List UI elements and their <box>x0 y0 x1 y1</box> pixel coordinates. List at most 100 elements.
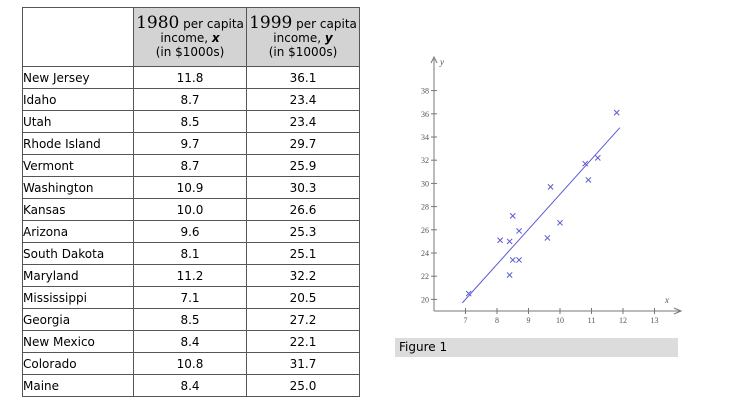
x-tick-label: 9 <box>527 316 531 325</box>
x-income-cell: 8.5 <box>133 110 247 133</box>
data-point <box>465 290 472 297</box>
state-cell: Maryland <box>22 264 134 287</box>
y-income-cell: 36.1 <box>246 66 360 89</box>
data-point <box>516 257 523 263</box>
y-income-cell: 22.1 <box>246 330 360 353</box>
y-tick-label: 36 <box>421 110 429 119</box>
x-tick-label: 12 <box>619 316 627 325</box>
y-income-cell: 25.0 <box>246 374 360 397</box>
x-tick-label: 7 <box>464 316 468 325</box>
table-row: Colorado 10.8 31.7 <box>22 352 360 375</box>
x-tick-label: 10 <box>556 316 564 325</box>
header-1980-income: 1980 per capita income, x (in $1000s) <box>133 7 247 67</box>
y-income-cell: 23.4 <box>246 110 360 133</box>
x-tick-label: 13 <box>651 316 659 325</box>
table-row: Idaho 8.7 23.4 <box>22 88 360 111</box>
state-cell: Colorado <box>22 352 134 375</box>
table-row: Vermont 8.7 25.9 <box>22 154 360 177</box>
x-tick-label: 11 <box>588 316 596 325</box>
data-point <box>613 109 620 116</box>
y-income-cell: 25.9 <box>246 154 360 177</box>
data-point <box>585 176 592 183</box>
state-cell: Arizona <box>22 220 134 243</box>
data-point <box>557 219 563 226</box>
state-cell: Idaho <box>22 88 134 111</box>
data-point <box>509 257 516 263</box>
state-cell: Mississippi <box>22 286 134 309</box>
y-income-cell: 23.4 <box>246 88 360 111</box>
state-cell: New Mexico <box>22 330 134 353</box>
x-income-cell: 9.6 <box>133 220 247 243</box>
y-tick-label: 20 <box>421 295 429 304</box>
x-income-cell: 8.7 <box>133 154 247 177</box>
x-income-cell: 11.2 <box>133 264 247 287</box>
table-row: Maine 8.4 25.0 <box>22 374 360 397</box>
state-cell: Maine <box>22 374 134 397</box>
data-point <box>547 183 554 190</box>
state-cell: Washington <box>22 176 134 199</box>
state-cell: New Jersey <box>22 66 134 89</box>
state-cell: Vermont <box>22 154 134 177</box>
table-row: Georgia 8.5 27.2 <box>22 308 360 331</box>
x-tick-label: 8 <box>495 316 499 325</box>
state-cell: Kansas <box>22 198 134 221</box>
data-point <box>544 234 551 241</box>
data-point <box>506 238 513 245</box>
table-row: New Jersey 11.8 36.1 <box>22 66 360 89</box>
y-tick-label: 28 <box>421 203 429 212</box>
header-blank-cell <box>22 7 134 67</box>
regression-line <box>461 127 621 304</box>
y-income-cell: 27.2 <box>246 308 360 331</box>
x-income-cell: 8.1 <box>133 242 247 265</box>
x-income-cell: 7.1 <box>133 286 247 309</box>
table-row: New Mexico 8.4 22.1 <box>22 330 360 353</box>
y-tick-label: 24 <box>421 249 429 258</box>
table-row: Washington 10.9 30.3 <box>22 176 360 199</box>
figure-caption: Figure 1 <box>395 338 678 357</box>
y-income-cell: 32.2 <box>246 264 360 287</box>
y-tick-label: 26 <box>421 226 429 235</box>
data-point <box>582 160 589 167</box>
table-body: New Jersey 11.8 36.1 Idaho 8.7 23.4 Utah 8.5 23.… <box>22 66 360 397</box>
x-income-cell: 8.4 <box>133 330 247 353</box>
x-axis-label: x <box>664 295 669 305</box>
header-1999-income: 1999 per capita income, y (in $1000s) <box>246 7 360 67</box>
y-axis-label: y <box>439 57 444 67</box>
table-header-row: 1980 per capita income, x (in $1000s) 19… <box>22 7 360 67</box>
y-income-cell: 30.3 <box>246 176 360 199</box>
y-income-cell: 25.3 <box>246 220 360 243</box>
state-cell: Georgia <box>22 308 134 331</box>
y-tick-label: 30 <box>421 179 429 188</box>
table-row: Arizona 9.6 25.3 <box>22 220 360 243</box>
y-income-cell: 29.7 <box>246 132 360 155</box>
table-row: Utah 8.5 23.4 <box>22 110 360 133</box>
data-point <box>509 212 516 219</box>
table-row: Rhode Island 9.7 29.7 <box>22 132 360 155</box>
state-cell: Utah <box>22 110 134 133</box>
y-income-cell: 20.5 <box>246 286 360 309</box>
x-axis-arrow <box>673 307 683 315</box>
y-income-cell: 26.6 <box>246 198 360 221</box>
x-income-cell: 10.0 <box>133 198 247 221</box>
scatter-plot: y x 7 8 9 10 11 12 13 20 22 24 26 28 30 32 34 36 38 <box>421 55 683 325</box>
x-income-cell: 9.7 <box>133 132 247 155</box>
y-tick-label: 38 <box>421 87 429 96</box>
x-income-cell: 8.4 <box>133 374 247 397</box>
x-income-cell: 8.7 <box>133 88 247 111</box>
table-row: South Dakota 8.1 25.1 <box>22 242 360 265</box>
table-row: Maryland 11.2 32.2 <box>22 264 360 287</box>
y-tick-label: 22 <box>421 272 429 281</box>
y-income-cell: 25.1 <box>246 242 360 265</box>
state-cell: South Dakota <box>22 242 134 265</box>
y-tick-label: 34 <box>421 133 429 142</box>
x-income-cell: 10.9 <box>133 176 247 199</box>
data-point <box>497 237 504 244</box>
income-table: 1980 per capita income, x (in $1000s) 19… <box>22 7 360 397</box>
table-row: Mississippi 7.1 20.5 <box>22 286 360 309</box>
y-tick-label: 32 <box>421 156 429 165</box>
y-axis-arrow <box>430 55 438 64</box>
x-income-cell: 10.8 <box>133 352 247 375</box>
x-income-cell: 8.5 <box>133 308 247 331</box>
data-point <box>594 154 601 161</box>
data-point <box>516 228 523 234</box>
